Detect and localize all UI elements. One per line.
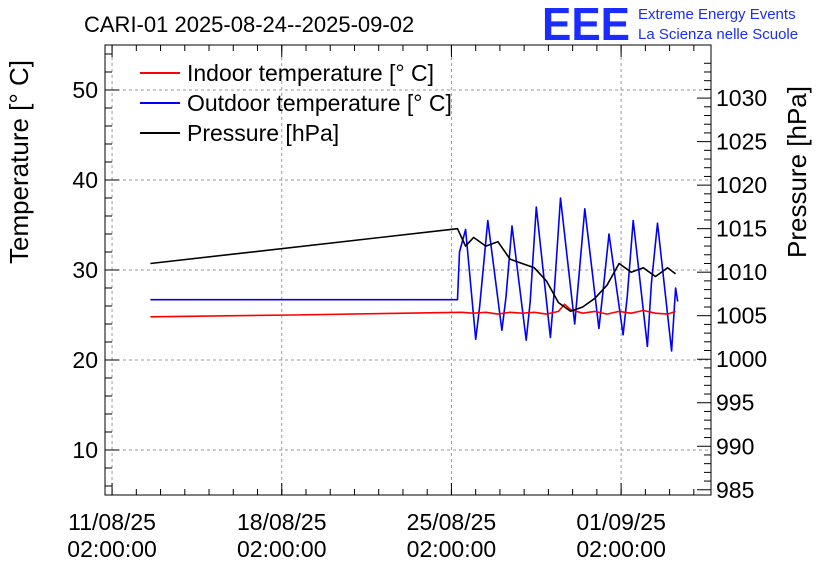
y2-tick-label: 985 [716,477,754,503]
y2-tick-label: 1020 [716,172,767,198]
eee-logo-mark: EEE [542,0,630,50]
outdoor-temperature-line [150,197,679,352]
eee-logo-line2: La Scienza nelle Scuole [638,26,798,43]
chart-title: CARI-01 2025-08-24--2025-09-02 [84,12,414,37]
y2-tick-label: 1025 [716,129,767,155]
indoor-temperature-line [150,303,676,318]
y-tick-label: 30 [72,257,98,283]
x-tick-label-date: 18/08/25 [237,509,327,535]
legend-label: Outdoor temperature [° C] [187,90,452,116]
y2-axis-label: Pressure [hPa] [782,86,812,258]
legend-label: Indoor temperature [° C] [187,60,434,86]
x-tick-label-time: 02:00:00 [237,536,327,562]
y2-tick-label: 1030 [716,85,767,111]
legend: Indoor temperature [° C] Outdoor temperat… [140,60,452,146]
eee-logo-line1: Extreme Energy Events [638,6,796,23]
x-tick-label-date: 11/08/25 [68,509,156,535]
y-axis-label: Temperature [° C] [4,60,34,264]
axes: 11/08/2502:00:0018/08/2502:00:0025/08/25… [67,45,767,562]
grid-lines [105,45,711,495]
legend-label: Pressure [hPa] [187,120,339,146]
x-tick-label-time: 02:00:00 [67,536,157,562]
y2-tick-label: 1005 [716,303,767,329]
y-tick-label: 20 [72,347,98,373]
pressure-line [150,227,677,313]
y2-tick-label: 990 [716,433,754,459]
y-tick-label: 40 [72,167,98,193]
series-layer [150,197,679,352]
y-tick-label: 10 [72,437,98,463]
eee-logo: EEE Extreme Energy Events La Scienza nel… [542,0,798,50]
y2-tick-label: 1015 [716,216,767,242]
x-tick-label-time: 02:00:00 [576,536,666,562]
y2-tick-label: 1010 [716,259,767,285]
y2-tick-label: 995 [716,390,754,416]
y-tick-label: 50 [72,77,98,103]
x-tick-label-date: 25/08/25 [407,509,497,535]
x-tick-label-date: 01/09/25 [576,509,666,535]
x-tick-label-time: 02:00:00 [407,536,497,562]
y2-tick-label: 1000 [716,346,767,372]
